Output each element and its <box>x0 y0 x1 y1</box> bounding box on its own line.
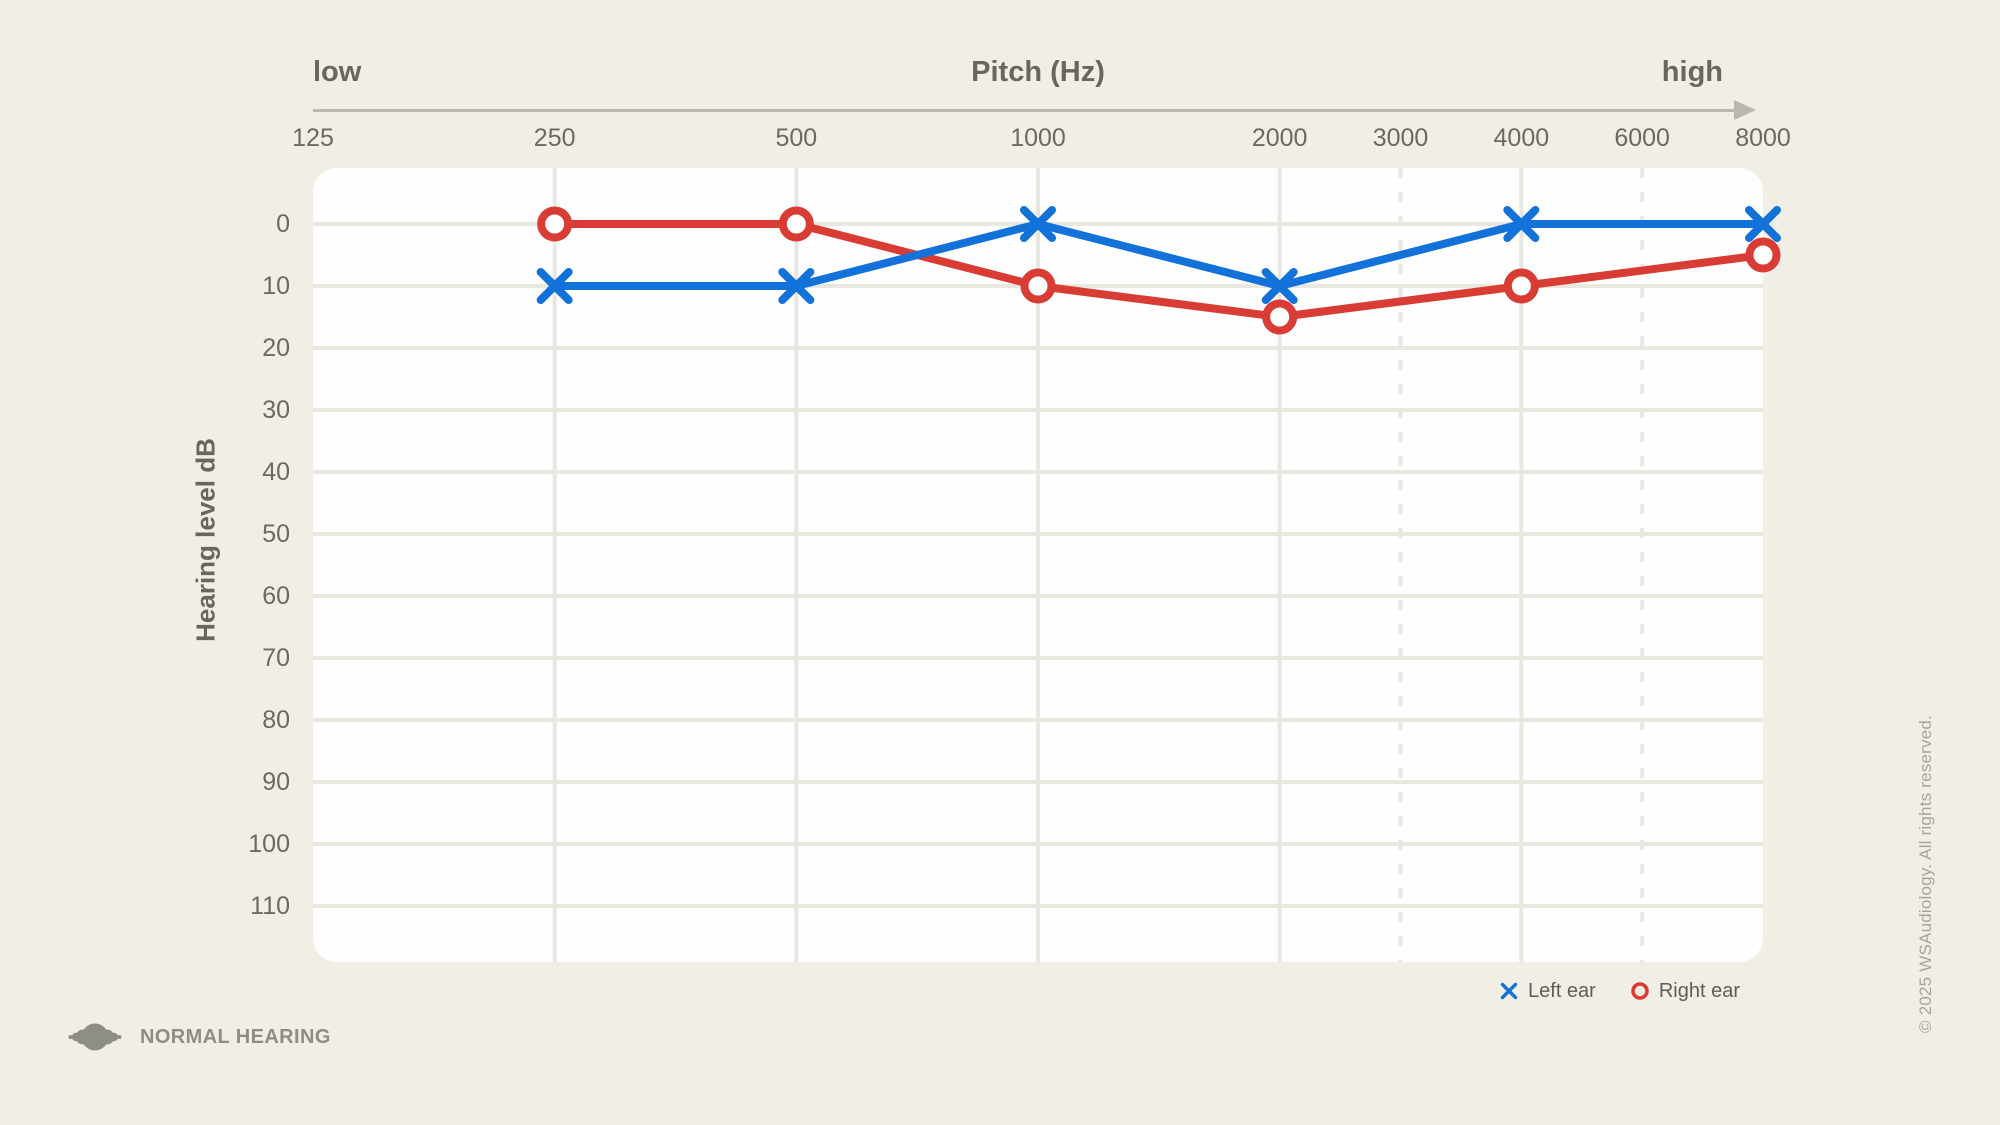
y-tick-70: 70 <box>262 644 290 672</box>
normal-hearing-logo: NORMAL HEARING <box>68 1018 331 1056</box>
x-tick-125: 125 <box>292 124 334 152</box>
y-tick-0: 0 <box>276 210 290 238</box>
marker-o-500 <box>778 206 814 242</box>
marker-o-1000 <box>1020 268 1056 304</box>
x-tick-2000: 2000 <box>1251 124 1308 152</box>
marker-x-4000 <box>1503 206 1540 242</box>
audiogram-chart <box>313 168 1781 962</box>
copyright-text: © 2025 WSAudiology. All rights reserved. <box>1916 715 1935 1033</box>
y-tick-60: 60 <box>262 582 290 610</box>
y-tick-80: 80 <box>262 706 290 734</box>
legend: Left ear Right ear <box>1499 976 1740 1006</box>
marker-x-1000 <box>1020 206 1056 242</box>
y-tick-30: 30 <box>262 396 290 424</box>
circle-marker-icon <box>1631 982 1649 1000</box>
y-tick-40: 40 <box>262 458 290 486</box>
marker-x-500 <box>778 268 815 304</box>
x-axis-arrowhead-icon <box>1734 100 1756 120</box>
x-tick-250: 250 <box>533 124 576 152</box>
x-axis-tick-labels: 125 250 500 1000 2000 3000 4000 6000 8000 <box>0 123 2000 155</box>
logo-text: NORMAL HEARING <box>140 1025 331 1048</box>
marker-o-8000 <box>1745 237 1781 273</box>
marker-x-250 <box>536 268 573 304</box>
marker-o-250 <box>537 206 573 242</box>
legend-label-left-ear: Left ear <box>1528 979 1596 1002</box>
y-axis-title: Hearing level dB <box>190 438 221 642</box>
y-tick-90: 90 <box>262 768 290 796</box>
marker-o-2000 <box>1262 299 1298 335</box>
y-axis-tick-labels: 0 10 20 30 40 50 60 70 80 90 100 110 <box>150 0 290 1125</box>
y-tick-50: 50 <box>262 520 290 548</box>
legend-item-right-ear: Right ear <box>1630 980 1740 1003</box>
series-line-left-ear <box>550 220 1767 290</box>
marker-x-8000 <box>1745 206 1781 242</box>
legend-item-left-ear: Left ear <box>1499 980 1596 1003</box>
y-tick-10: 10 <box>262 272 290 300</box>
x-tick-6000: 6000 <box>1614 124 1670 152</box>
y-tick-110: 110 <box>250 892 290 920</box>
marker-o-4000 <box>1503 268 1539 304</box>
series-line-right-ear <box>550 220 1767 321</box>
x-marker-icon <box>1500 982 1518 1000</box>
legend-label-right-ear: Right ear <box>1658 979 1740 1002</box>
x-axis-arrow-line <box>313 109 1737 112</box>
y-tick-20: 20 <box>262 334 290 362</box>
soundwave-icon <box>68 1023 122 1051</box>
x-axis-low-label: low <box>313 56 362 88</box>
x-tick-3000: 3000 <box>1372 124 1429 152</box>
x-tick-500: 500 <box>775 124 818 152</box>
x-axis-title: Pitch (Hz) <box>971 56 1105 88</box>
x-tick-1000: 1000 <box>1010 124 1066 152</box>
x-tick-8000: 8000 <box>1735 124 1791 152</box>
y-tick-100: 100 <box>248 830 290 858</box>
x-tick-4000: 4000 <box>1493 124 1550 152</box>
x-axis-high-label: high <box>1661 56 1723 88</box>
marker-x-2000 <box>1261 268 1298 304</box>
